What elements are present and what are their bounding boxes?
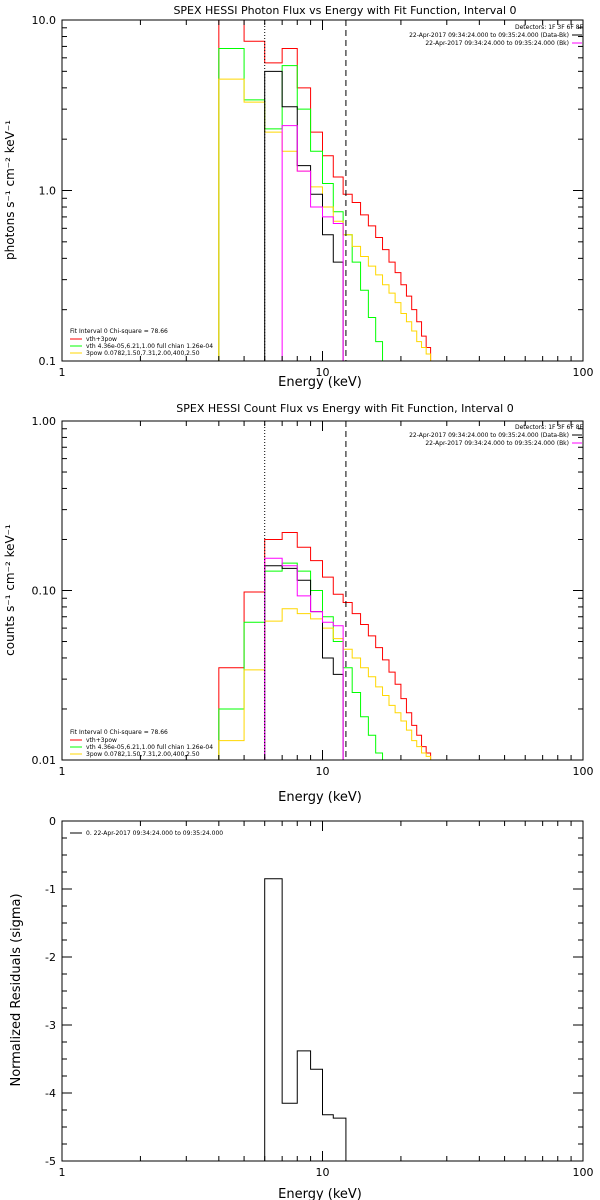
panel-2-series-data-bk xyxy=(264,565,344,760)
panel-3-legend: 0. 22-Apr-2017 09:34:24.000 to 09:35:24.… xyxy=(70,830,223,837)
panel-2-legend-bottom-left: Fit Interval 0 Chi-square = 78.66 vth+3p… xyxy=(70,729,213,758)
panel-2-legend-3pow: 3pow 0.0782,1.50,7.31,2.00,400,2.50 xyxy=(86,751,200,758)
residuals-panel: Energy (keV) Normalized Residuals (sigma… xyxy=(9,815,594,1200)
panel-2-fit-label: Fit Interval 0 Chi-square = 78.66 xyxy=(70,729,168,736)
panel-2-legend-data-bk: 22-Apr-2017 09:34:24.000 to 09:35:24.000… xyxy=(409,432,569,439)
y-tick-label: 1.0 xyxy=(39,185,57,198)
panel-2-detectors-label: Detectors: 1F 3F 6F 8F xyxy=(515,424,584,431)
x-tick-label: 100 xyxy=(573,1166,594,1179)
panel-3-ylabel: Normalized Residuals (sigma) xyxy=(9,893,24,1086)
panel-1-series-bk xyxy=(281,125,344,361)
x-tick-label: 100 xyxy=(573,366,594,379)
panel-1-xlabel: Energy (keV) xyxy=(278,375,362,390)
panel-1-title: SPEX HESSI Photon Flux vs Energy with Fi… xyxy=(173,4,516,17)
panel-2-legend-vth: vth 4.36e-05,6.21,1.00 full chian 1.26e-… xyxy=(86,744,213,751)
panel-1-legend-top-right: Detectors: 1F 3F 6F 8F 22-Apr-2017 09:34… xyxy=(409,24,583,47)
x-tick-label: 10 xyxy=(316,366,330,379)
y-tick-label: -2 xyxy=(45,951,56,964)
panel-1-legend-bottom-left: Fit Interval 0 Chi-square = 78.66 vth+3p… xyxy=(70,328,213,357)
panel-1-legend-bk: 22-Apr-2017 09:34:24.000 to 09:35:24.000… xyxy=(425,40,569,47)
panel-2-ylabel: counts s⁻¹ cm⁻² keV⁻¹ xyxy=(3,524,17,656)
panel-1-series-3pow xyxy=(218,78,440,361)
y-tick-label: 0.1 xyxy=(39,355,57,368)
y-tick-label: 1.00 xyxy=(32,415,57,428)
panel-2-series-bk xyxy=(264,557,344,760)
panel-2-legend-bk: 22-Apr-2017 09:34:24.000 to 09:35:24.000… xyxy=(425,440,569,447)
panel-1-detectors-label: Detectors: 1F 3F 6F 8F xyxy=(515,24,584,31)
photon-flux-panel: SPEX HESSI Photon Flux vs Energy with Fi… xyxy=(3,4,594,390)
panel-1-legend-vth: vth 4.36e-05,6.21,1.00 full chian 1.26e-… xyxy=(86,343,213,350)
panel-1-series-vth xyxy=(218,48,384,361)
panel-1-legend-3pow: 3pow 0.0782,1.50,7.31,2.00,400,2.50 xyxy=(86,350,200,357)
panel-2-series-3pow xyxy=(218,608,440,760)
x-tick-label: 1 xyxy=(59,1166,66,1179)
y-tick-label: -5 xyxy=(45,1155,56,1168)
y-tick-label: -4 xyxy=(45,1087,56,1100)
panel-1-legend-data-bk: 22-Apr-2017 09:34:24.000 to 09:35:24.000… xyxy=(409,32,569,39)
y-tick-label: 0 xyxy=(49,815,56,828)
panel-1-fit-label: Fit Interval 0 Chi-square = 78.66 xyxy=(70,328,168,335)
panel-2-title: SPEX HESSI Count Flux vs Energy with Fit… xyxy=(176,402,513,415)
y-tick-label: -3 xyxy=(45,1019,56,1032)
y-tick-label: 0.01 xyxy=(32,754,57,767)
panel-3-xlabel: Energy (keV) xyxy=(278,1187,362,1200)
y-tick-label: 0.10 xyxy=(32,585,57,598)
panel-1-series-vth-3pow xyxy=(218,20,440,361)
panel-3-series-0-22-apr-2017-09-34-24-0 xyxy=(264,878,347,1161)
panel-1-legend-total: vth+3pow xyxy=(86,336,117,343)
count-flux-panel: SPEX HESSI Count Flux vs Energy with Fit… xyxy=(3,402,594,805)
x-tick-label: 1 xyxy=(59,366,66,379)
panel-1-series-data-bk xyxy=(264,70,344,361)
x-tick-label: 100 xyxy=(573,765,594,778)
x-tick-label: 10 xyxy=(316,765,330,778)
panel-2-legend-total: vth+3pow xyxy=(86,737,117,744)
y-tick-label: -1 xyxy=(45,883,56,896)
panel-1-ylabel: photons s⁻¹ cm⁻² keV⁻¹ xyxy=(3,120,17,260)
panel-2-legend-top-right: Detectors: 1F 3F 6F 8F 22-Apr-2017 09:34… xyxy=(409,424,583,447)
panel-3-legend-label: 0. 22-Apr-2017 09:34:24.000 to 09:35:24.… xyxy=(86,830,223,837)
panel-2-series-vth-3pow xyxy=(218,531,440,760)
x-tick-label: 10 xyxy=(316,1166,330,1179)
y-tick-label: 10.0 xyxy=(32,14,57,27)
x-tick-label: 1 xyxy=(59,765,66,778)
panel-2-xlabel: Energy (keV) xyxy=(278,790,362,805)
